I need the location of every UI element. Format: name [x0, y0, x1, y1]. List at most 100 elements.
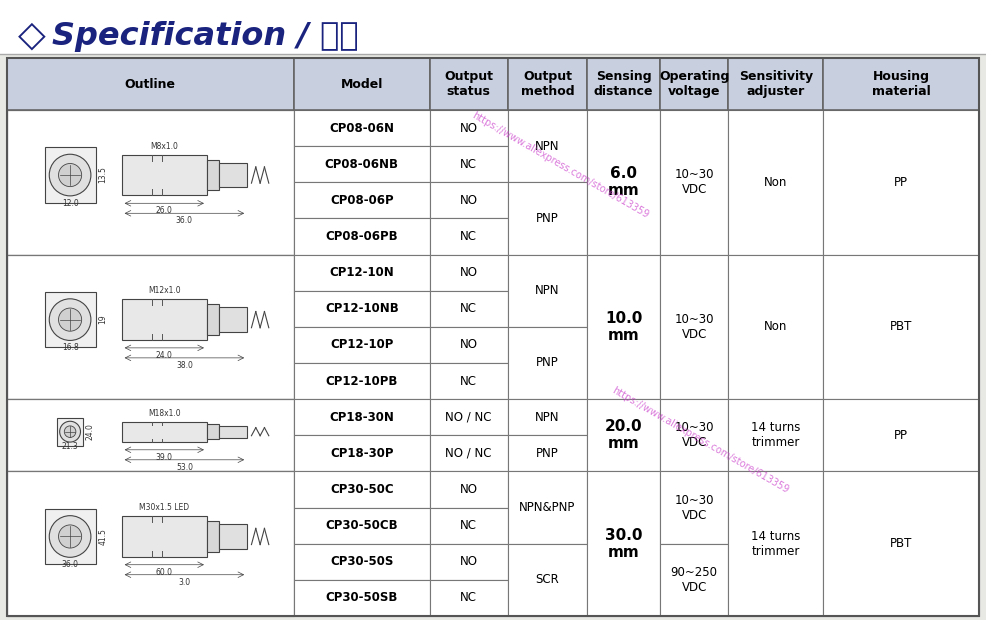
Bar	[588, 255, 661, 399]
Bar	[219, 425, 247, 438]
Text: 30.0
mm: 30.0 mm	[605, 528, 643, 560]
Text: 60.0: 60.0	[156, 568, 173, 577]
Text: CP30-50S: CP30-50S	[330, 556, 393, 569]
Text: M18x1.0: M18x1.0	[148, 409, 180, 417]
Bar	[661, 544, 729, 616]
Bar	[121, 422, 207, 442]
Text: NO: NO	[459, 339, 477, 352]
Text: NPN: NPN	[535, 140, 560, 153]
Bar	[588, 110, 661, 255]
Text: 20.0
mm: 20.0 mm	[605, 419, 643, 451]
Bar	[823, 399, 979, 471]
Text: NC: NC	[460, 230, 477, 243]
Bar	[661, 471, 729, 544]
Text: Sensitivity
adjuster: Sensitivity adjuster	[739, 70, 812, 98]
Bar	[7, 110, 294, 255]
Text: 16.8: 16.8	[62, 343, 79, 352]
Circle shape	[49, 154, 91, 196]
Circle shape	[60, 421, 81, 442]
Bar	[294, 255, 430, 291]
Bar	[661, 255, 729, 399]
Text: 10~30
VDC: 10~30 VDC	[674, 421, 714, 450]
Text: 53.0: 53.0	[176, 463, 193, 472]
Text: Outline: Outline	[125, 78, 176, 91]
Bar	[0, 0, 986, 54]
Bar	[294, 58, 430, 110]
Text: CP18-30N: CP18-30N	[329, 410, 394, 423]
Text: CP30-50SB: CP30-50SB	[325, 591, 398, 604]
Bar	[294, 146, 430, 182]
Circle shape	[58, 308, 82, 331]
Bar	[430, 399, 508, 435]
Text: CP30-50C: CP30-50C	[330, 483, 393, 496]
Bar	[121, 516, 207, 557]
Bar	[294, 291, 430, 327]
Bar	[430, 363, 508, 399]
Text: 3.0: 3.0	[178, 578, 190, 587]
FancyBboxPatch shape	[57, 418, 83, 446]
Bar	[508, 327, 588, 399]
Bar	[661, 399, 729, 471]
Text: Sensing
distance: Sensing distance	[594, 70, 654, 98]
Circle shape	[64, 426, 76, 438]
Text: CP08-06PB: CP08-06PB	[325, 230, 398, 243]
Text: NO: NO	[459, 556, 477, 569]
Text: NO: NO	[459, 122, 477, 135]
Text: 19: 19	[99, 315, 107, 324]
Bar	[219, 163, 247, 187]
Bar	[508, 255, 588, 327]
Bar	[430, 471, 508, 508]
Text: M30x1.5 LED: M30x1.5 LED	[139, 503, 189, 512]
Bar	[508, 544, 588, 616]
Bar	[7, 471, 294, 616]
Bar	[823, 471, 979, 616]
Text: PBT: PBT	[890, 321, 912, 334]
Bar	[7, 255, 294, 399]
Text: 12.0: 12.0	[62, 199, 79, 208]
Text: NO: NO	[459, 194, 477, 207]
Bar	[661, 58, 729, 110]
Bar	[508, 58, 588, 110]
Circle shape	[58, 164, 82, 187]
Bar	[294, 471, 430, 508]
Text: PNP: PNP	[536, 212, 559, 225]
Text: Non: Non	[764, 176, 788, 188]
Text: 24.0: 24.0	[86, 423, 95, 440]
Text: Housing
material: Housing material	[872, 70, 931, 98]
Bar	[207, 304, 219, 335]
Bar	[294, 182, 430, 218]
Bar	[207, 521, 219, 552]
Bar	[219, 308, 247, 332]
Bar	[294, 544, 430, 580]
Text: 10~30
VDC: 10~30 VDC	[674, 494, 714, 521]
Bar	[588, 471, 661, 616]
Text: 36.0: 36.0	[176, 216, 193, 225]
Bar	[661, 110, 729, 255]
Bar	[729, 399, 823, 471]
Text: ◇: ◇	[18, 19, 45, 53]
Text: NO / NC: NO / NC	[446, 447, 492, 460]
Bar	[823, 110, 979, 255]
Bar	[121, 155, 207, 195]
Text: https://www.aliexpress.com/store/613359: https://www.aliexpress.com/store/613359	[470, 110, 650, 220]
Text: Operating
voltage: Operating voltage	[659, 70, 730, 98]
Bar	[729, 110, 823, 255]
Text: 10~30
VDC: 10~30 VDC	[674, 313, 714, 341]
FancyBboxPatch shape	[44, 292, 96, 347]
Bar	[294, 218, 430, 255]
Text: 14 turns
trimmer: 14 turns trimmer	[751, 529, 801, 558]
Bar	[7, 399, 294, 471]
Text: NO: NO	[459, 266, 477, 279]
Text: PP: PP	[894, 429, 908, 442]
Text: 10~30
VDC: 10~30 VDC	[674, 168, 714, 197]
Bar	[430, 508, 508, 544]
Text: NPN: NPN	[535, 284, 560, 297]
Text: M8x1.0: M8x1.0	[150, 142, 178, 151]
Text: https://www.aliexpress.com/store/613359: https://www.aliexpress.com/store/613359	[610, 385, 790, 495]
Bar	[207, 424, 219, 440]
Bar	[430, 580, 508, 616]
Circle shape	[58, 525, 82, 548]
Bar	[588, 399, 661, 471]
Text: CP08-06N: CP08-06N	[329, 122, 394, 135]
Bar	[729, 58, 823, 110]
